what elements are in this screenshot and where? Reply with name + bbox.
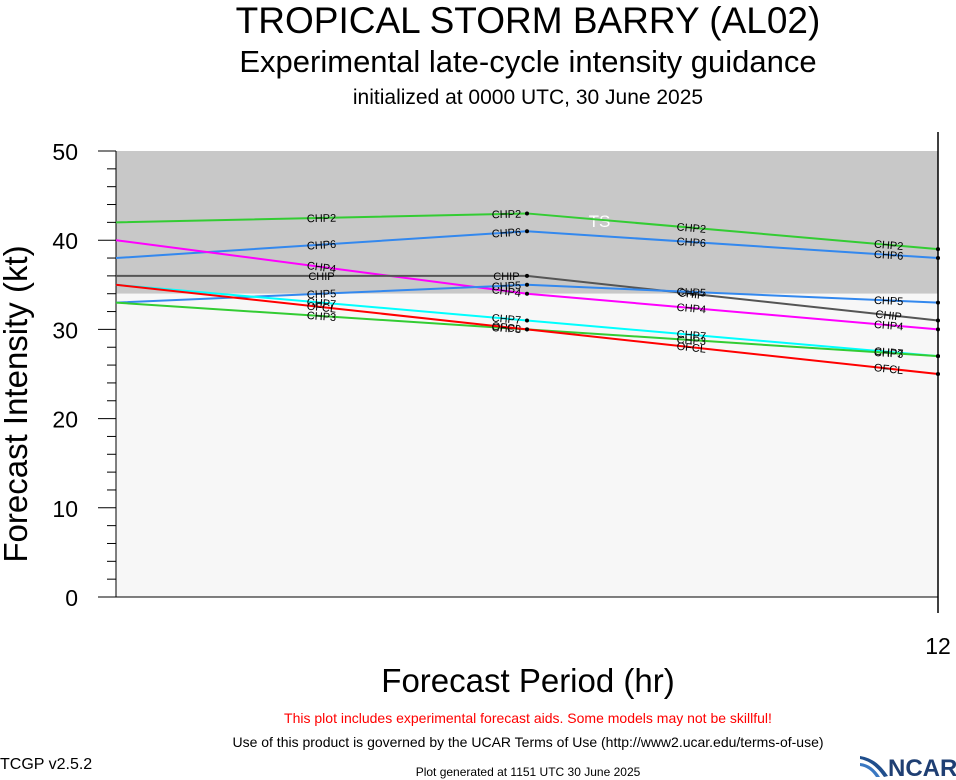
series-label-chp4-1: CHP4	[491, 284, 522, 300]
series-label-chip-1: CHIP	[493, 271, 519, 283]
ncar-logo-text: NCAR	[888, 755, 956, 780]
x-tick-label-12: 12	[925, 633, 951, 659]
series-point-chp2-1	[525, 211, 529, 216]
series-label-chp3-0: CHP3	[306, 310, 336, 324]
series-point-chp7-1	[525, 318, 529, 323]
init-time: initialized at 0000 UTC, 30 June 2025	[352, 86, 704, 109]
series-label-chp2-2: CHP2	[676, 221, 706, 235]
series-label-chp6-3: CHP6	[874, 249, 904, 263]
series-label-ofcl-1: OFCL	[491, 321, 521, 336]
series-point-ofcl-1	[525, 327, 529, 332]
series-label-ofcl-2: OFCL	[676, 341, 706, 356]
series-label-chp4-0: CHP4	[306, 260, 337, 276]
y-tick-label-50: 50	[52, 139, 78, 165]
series-label-chp5-1: CHP5	[492, 280, 522, 293]
region-label-ts: TS	[589, 212, 611, 231]
y-tick-label-20: 20	[52, 407, 78, 433]
series-label-chp2-3: CHP2	[873, 239, 903, 253]
generated-time: Plot generated at 1151 UTC 30 June 2025	[415, 765, 641, 779]
series-point-chip-2	[936, 318, 940, 323]
intensity-regions: TS	[116, 151, 938, 597]
terms-of-use: Use of this product is governed by the U…	[232, 734, 824, 750]
series-label-chip-0: CHIP	[308, 271, 334, 283]
series-label-chp7-1: CHP7	[491, 312, 521, 326]
series-label-ofcl-0: OFCL	[306, 301, 336, 316]
series-label-chip-3: CHIP	[875, 309, 902, 324]
series-chp6: CHP6 CHP6 CHP6 CHP6	[115, 227, 940, 263]
y-tick-label-10: 10	[52, 496, 78, 522]
x-axis-label: Forecast Period (hr)	[381, 662, 675, 699]
series-label-chp6-0: CHP6	[307, 239, 337, 253]
forecast-series: CHP2 CHP2CHP2CHP2CHP6CHP6CHP6CHP6CHP4CHP4…	[115, 209, 940, 377]
x-axis-ticks: 12	[925, 633, 951, 659]
chart-title: TROPICAL STORM BARRY (AL02)	[235, 0, 821, 41]
ncar-logo-swoosh-icon	[860, 756, 888, 777]
series-point-ofcl-2	[936, 372, 940, 376]
series-chp2: CHP2 CHP2 CHP2 CHP2	[115, 209, 940, 253]
series-point-chp6-1	[525, 229, 529, 234]
region-0	[116, 151, 938, 294]
series-label-chp5-0: CHP5	[307, 288, 337, 301]
series-label-chp4-2: CHP4	[676, 302, 706, 316]
series-point-chip-1	[525, 273, 529, 278]
series-label-chp3-3: CHP3	[874, 347, 904, 361]
series-ofcl: OFCL OFCL OFCL OFCL	[115, 283, 940, 377]
region-1	[116, 293, 938, 597]
experimental-warning: This plot includes experimental forecast…	[284, 710, 772, 726]
series-chp4: CHP4 CHP4 CHP4 CHP4	[115, 239, 940, 333]
series-label-chp6-2: CHP6	[676, 236, 706, 250]
y-tick-label-40: 40	[52, 228, 78, 254]
series-label-chp2-0: CHP2	[307, 213, 337, 226]
series-label-chp5-3: CHP5	[874, 295, 904, 308]
series-label-ofcl-3: OFCL	[873, 362, 903, 377]
series-point-chp6-2	[936, 256, 940, 261]
series-point-chp5-2	[936, 300, 940, 305]
series-point-chp4-1	[525, 291, 529, 296]
ncar-logo: NCAR	[860, 755, 956, 780]
series-point-chp3-2	[936, 354, 940, 359]
series-point-chp2-2	[936, 247, 940, 252]
y-axis-ticks: 0 10 20 30 40 50	[52, 139, 116, 611]
series-label-chp4-3: CHP4	[873, 319, 903, 333]
series-label-chp3-2: CHP3	[676, 334, 706, 348]
series-label-chp2-1: CHP2	[492, 209, 522, 222]
y-axis-label: Forecast Intensity (kt)	[0, 245, 34, 563]
series-point-chp4-2	[936, 327, 940, 332]
y-tick-label-0: 0	[65, 585, 78, 611]
series-point-chp5-1	[525, 282, 529, 287]
chart-subtitle: Experimental late-cycle intensity guidan…	[239, 44, 817, 79]
version-label: TCGP v2.5.2	[0, 756, 93, 773]
y-tick-label-30: 30	[52, 317, 78, 343]
series-label-chp6-1: CHP6	[491, 227, 521, 241]
series-label-chp5-2: CHP5	[676, 286, 706, 299]
